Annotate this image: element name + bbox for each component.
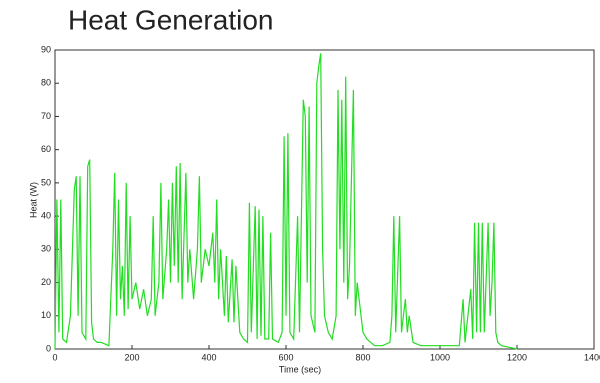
x-axis-label: Time (sec) <box>279 364 321 374</box>
plot-area <box>54 49 595 350</box>
y-axis-label: Heat (W) <box>28 182 38 218</box>
x-tick-label: 800 <box>355 352 370 362</box>
y-tick-label: 20 <box>41 277 51 287</box>
y-tick-label: 70 <box>41 111 51 121</box>
x-tick-label: 0 <box>52 352 57 362</box>
y-tick-label: 60 <box>41 144 51 154</box>
x-tick-label: 1200 <box>507 352 527 362</box>
y-tick-label: 50 <box>41 177 51 187</box>
y-tick-label: 80 <box>41 78 51 88</box>
x-tick-label: 200 <box>124 352 139 362</box>
y-tick-label: 30 <box>41 244 51 254</box>
y-tick-label: 90 <box>41 44 51 54</box>
data-line <box>54 53 518 350</box>
chart-title: Heat Generation <box>68 4 273 35</box>
y-tick-label: 40 <box>41 210 51 220</box>
y-tick-label: 0 <box>46 343 51 353</box>
x-tick-label: 600 <box>278 352 293 362</box>
x-tick-label: 1000 <box>430 352 450 362</box>
x-tick-label: 400 <box>201 352 216 362</box>
y-tick-label: 10 <box>41 310 51 320</box>
x-tick-label: 1400 <box>584 352 600 362</box>
